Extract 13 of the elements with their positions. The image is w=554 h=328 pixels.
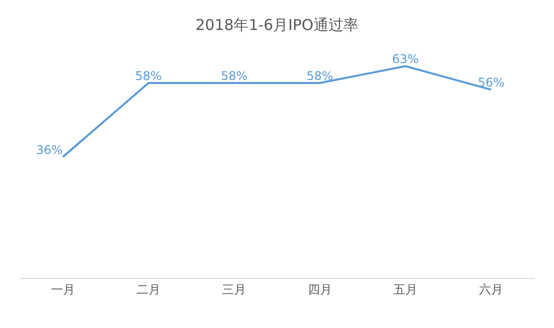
data-label: 63% — [392, 52, 419, 66]
x-tick-label: 五月 — [394, 282, 418, 296]
data-label: 58% — [135, 68, 162, 83]
x-tick-label: 三月 — [222, 282, 246, 296]
data-label: 58% — [220, 68, 248, 83]
data-label: 56% — [478, 76, 505, 90]
chart-title: 2018年1-6月IPO通过率 — [196, 16, 358, 34]
x-tick-label: 六月 — [479, 282, 504, 296]
data-label: 36% — [36, 142, 63, 157]
x-tick-label: 一月 — [50, 282, 75, 296]
x-tick-label: 四月 — [308, 282, 332, 296]
data-label: 58% — [306, 68, 334, 83]
x-tick-label: 二月 — [136, 282, 160, 296]
